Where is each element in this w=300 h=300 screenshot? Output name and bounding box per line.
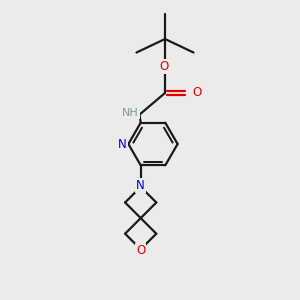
Text: N: N [136,178,145,192]
Text: O: O [136,244,145,257]
Text: N: N [118,137,127,151]
Text: O: O [193,86,202,100]
Text: O: O [160,60,169,73]
Text: NH: NH [122,108,139,118]
